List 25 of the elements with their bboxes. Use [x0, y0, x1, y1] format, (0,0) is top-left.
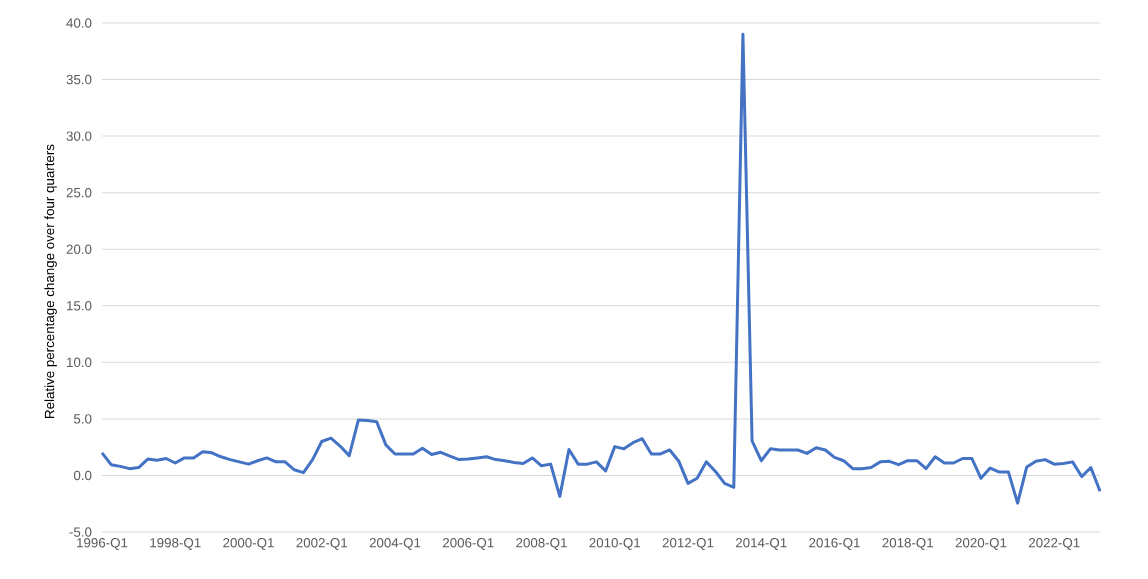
y-tick-label: 5.0: [73, 414, 92, 424]
x-tick-label: 2008-Q1: [516, 538, 567, 550]
y-tick-label: 30.0: [66, 131, 92, 141]
x-tick-label: 2006-Q1: [442, 538, 494, 550]
x-tick-label: 2010-Q1: [589, 538, 641, 550]
x-tick-label: 2022-Q1: [1028, 538, 1080, 550]
x-tick-label: 1998-Q1: [150, 538, 201, 550]
y-tick-label: 15.0: [67, 301, 92, 311]
y-axis-title: Relative percentage change over four quarters: [44, 144, 57, 418]
x-tick-label: 2004-Q1: [369, 538, 421, 550]
x-tick-label: 2002-Q1: [296, 538, 348, 550]
y-tick-label: -5.0: [69, 527, 92, 537]
y-tick-label: 0.0: [73, 470, 92, 481]
x-tick-label: 1996-Q1: [77, 538, 128, 550]
x-tick-label: 2020-Q1: [955, 538, 1007, 550]
x-tick-label: 2000-Q1: [223, 538, 274, 550]
y-tick-label: 10.0: [67, 357, 92, 368]
y-tick-label: 40.0: [66, 18, 92, 28]
x-tick-label: 2012-Q1: [662, 538, 714, 550]
x-tick-label: 2016-Q1: [809, 538, 860, 550]
x-tick-label: 2018-Q1: [882, 538, 934, 550]
y-tick-label: 25.0: [66, 187, 92, 198]
x-tick-label: 2014-Q1: [735, 538, 787, 550]
y-tick-label: 35.0: [66, 74, 92, 85]
y-tick-label: 20.0: [66, 244, 92, 254]
